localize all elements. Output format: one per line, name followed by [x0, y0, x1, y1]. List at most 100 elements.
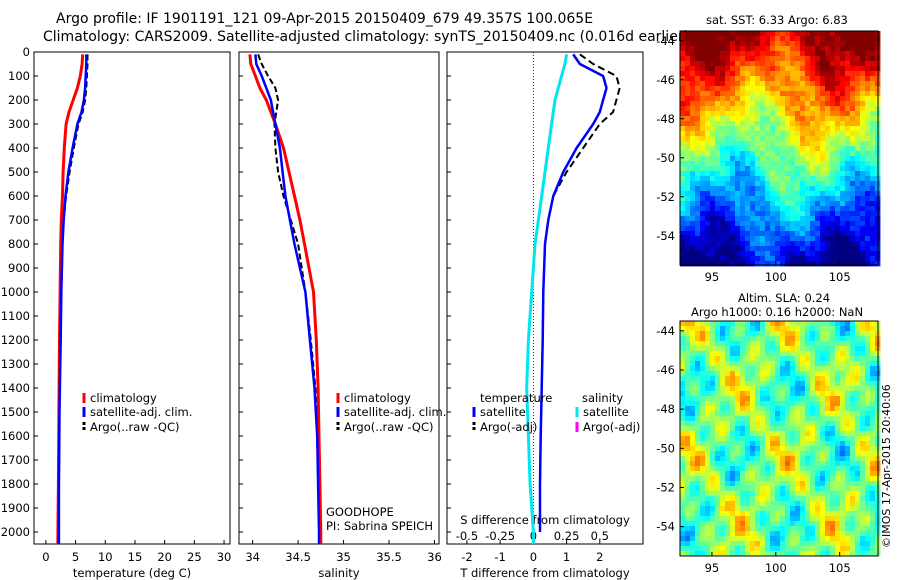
sst-map-cell: [820, 161, 826, 167]
sla-map-cell: [720, 511, 726, 517]
sla-map-cell: [775, 321, 781, 327]
sst-map-cell: [725, 261, 731, 267]
sla-map-cell: [685, 541, 691, 547]
sst-map-cell: [770, 136, 776, 142]
sla-map-cell: [780, 461, 786, 467]
sst-map-cell: [760, 151, 766, 157]
sst-map-cell: [810, 156, 816, 162]
sst-map-cell: [680, 36, 686, 42]
sla-map-cell: [720, 431, 726, 437]
sst-map-cell: [760, 81, 766, 87]
sst-map-cell: [760, 106, 766, 112]
sst-map-cell: [815, 146, 821, 152]
sla-map-cell: [855, 541, 861, 547]
sst-map-cell: [690, 61, 696, 67]
sla-map-cell: [725, 501, 731, 507]
sst-map-cell: [825, 81, 831, 87]
sla-map-cell: [820, 536, 826, 542]
sla-map-cell: [765, 416, 771, 422]
sst-map-cell: [840, 231, 846, 237]
sst-map-cell: [860, 181, 866, 187]
sst-map-cell: [850, 216, 856, 222]
sst-map-cell: [815, 176, 821, 182]
sst-map-cell: [790, 116, 796, 122]
sla-map-cell: [760, 411, 766, 417]
sla-map-cell: [680, 441, 686, 447]
sla-map-cell: [860, 451, 866, 457]
sla-map-cell: [755, 501, 761, 507]
sst-map-cell: [830, 126, 836, 132]
sla-map-cell: [735, 481, 741, 487]
salinity-xtick-label: 34: [245, 550, 260, 564]
sst-map-cell: [850, 71, 856, 77]
sst-map-cell: [750, 86, 756, 92]
sst-map-cell: [820, 131, 826, 137]
sla-map-cell: [690, 546, 696, 552]
sst-map-cell: [715, 166, 721, 172]
sla-map-cell: [840, 411, 846, 417]
sst-map-cell: [710, 116, 716, 122]
sst-map-cell: [830, 226, 836, 232]
sla-map-cell: [870, 356, 876, 362]
sla-map-cell: [685, 326, 691, 332]
sla-map-cell: [855, 451, 861, 457]
sst-map-cell: [750, 161, 756, 167]
sst-map-cell: [865, 46, 871, 52]
sla-map-cell: [820, 501, 826, 507]
sla-map-cell: [745, 551, 751, 557]
sla-map-cell: [820, 351, 826, 357]
sst-map-cell: [870, 216, 876, 222]
sst-map-cell: [840, 81, 846, 87]
sst-map-cell: [810, 36, 816, 42]
sla-map-cell: [830, 486, 836, 492]
sst-map-cell: [715, 256, 721, 262]
sst-map-cell: [715, 31, 721, 37]
sst-map-cell: [850, 156, 856, 162]
sst-map-cell: [755, 126, 761, 132]
sla-map-cell: [715, 466, 721, 472]
sst-map-cell: [680, 156, 686, 162]
sst-map-cell: [820, 46, 826, 52]
sla-map-cell: [755, 396, 761, 402]
sla-map-cell: [835, 486, 841, 492]
sst-map-cell: [720, 161, 726, 167]
sla-map-cell: [795, 441, 801, 447]
sla-map-cell: [830, 381, 836, 387]
sla-map-cell: [750, 426, 756, 432]
sst-map-cell: [735, 166, 741, 172]
sla-map-cell: [860, 516, 866, 522]
sla-map-cell: [790, 381, 796, 387]
sst-map-cell: [735, 66, 741, 72]
sla-map-cell: [755, 376, 761, 382]
sla-map-cell: [840, 346, 846, 352]
sla-map-cell: [815, 381, 821, 387]
sst-map-cell: [750, 56, 756, 62]
sla-map-cell: [825, 481, 831, 487]
sla-map-cell: [715, 411, 721, 417]
sst-map-cell: [730, 51, 736, 57]
sst-map-cell: [850, 101, 856, 107]
sla-map-cell: [865, 361, 871, 367]
sst-map-cell: [735, 186, 741, 192]
sst-map-cell: [840, 191, 846, 197]
sst-map-cell: [805, 241, 811, 247]
sst-map-cell: [850, 196, 856, 202]
sla-map-cell: [755, 346, 761, 352]
sst-map-cell: [720, 251, 726, 257]
sla-map-cell: [715, 386, 721, 392]
sla-map-cell: [820, 406, 826, 412]
sst-map-cell: [810, 171, 816, 177]
sst-map-cell: [850, 126, 856, 132]
sst-map-cell: [855, 56, 861, 62]
sla-map-cell: [800, 496, 806, 502]
sla-map-cell: [800, 436, 806, 442]
sst-map-cell: [800, 141, 806, 147]
sst-map-cell: [740, 181, 746, 187]
sla-map-cell: [685, 361, 691, 367]
sla-map-cell: [810, 351, 816, 357]
sst-map-cell: [825, 206, 831, 212]
sla-map-cell: [765, 526, 771, 532]
sla-map-cell: [690, 476, 696, 482]
sla-map-cell: [830, 326, 836, 332]
sst-map-cell: [765, 196, 771, 202]
